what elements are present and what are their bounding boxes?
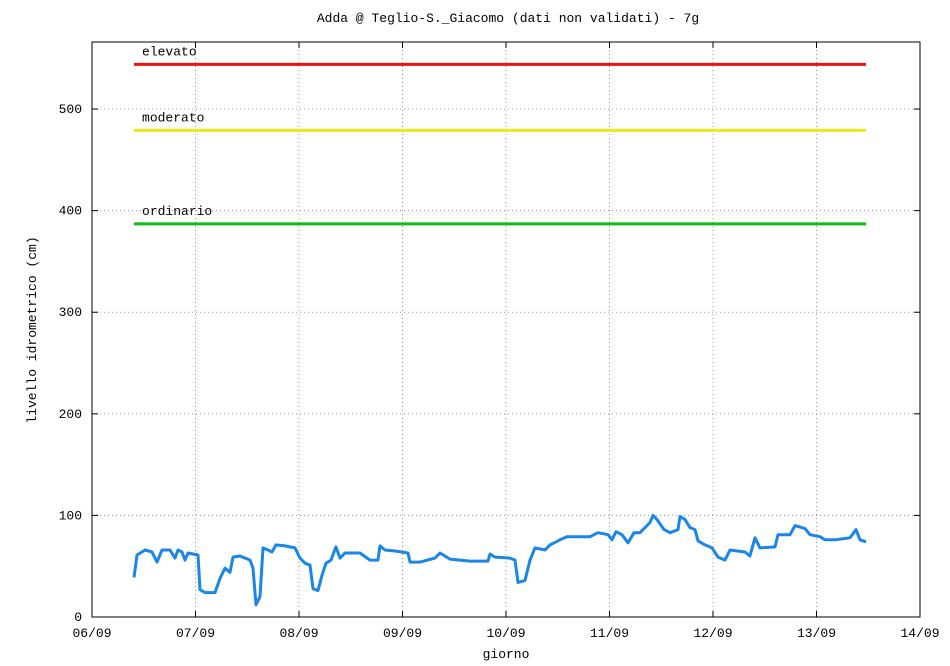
threshold-label: moderato <box>142 110 204 125</box>
data-line <box>132 513 867 607</box>
y-tick-label: 500 <box>59 102 82 117</box>
threshold-label: ordinario <box>142 204 212 219</box>
x-tick-label: 14/09 <box>900 626 939 641</box>
x-tick-label: 07/09 <box>176 626 215 641</box>
y-tick-label: 300 <box>59 305 82 320</box>
chart-title: Adda @ Teglio-S._Giacomo (dati non valid… <box>317 11 699 26</box>
x-tick-label: 12/09 <box>693 626 732 641</box>
y-tick-label: 100 <box>59 508 82 523</box>
plot-frame <box>91 41 921 618</box>
y-tick-label: 200 <box>59 407 82 422</box>
threshold-label: elevato <box>142 44 197 59</box>
x-tick-label: 09/09 <box>383 626 422 641</box>
x-tick-label: 06/09 <box>72 626 111 641</box>
x-tick-label: 08/09 <box>279 626 318 641</box>
y-tick-label: 400 <box>59 204 82 219</box>
x-axis-label: giorno <box>483 647 530 662</box>
x-tick-label: 13/09 <box>797 626 836 641</box>
x-tick-label: 10/09 <box>486 626 525 641</box>
y-tick-label: 0 <box>74 610 82 625</box>
y-axis-label: livello idrometrico (cm) <box>25 236 40 423</box>
x-tick-label: 11/09 <box>590 626 629 641</box>
